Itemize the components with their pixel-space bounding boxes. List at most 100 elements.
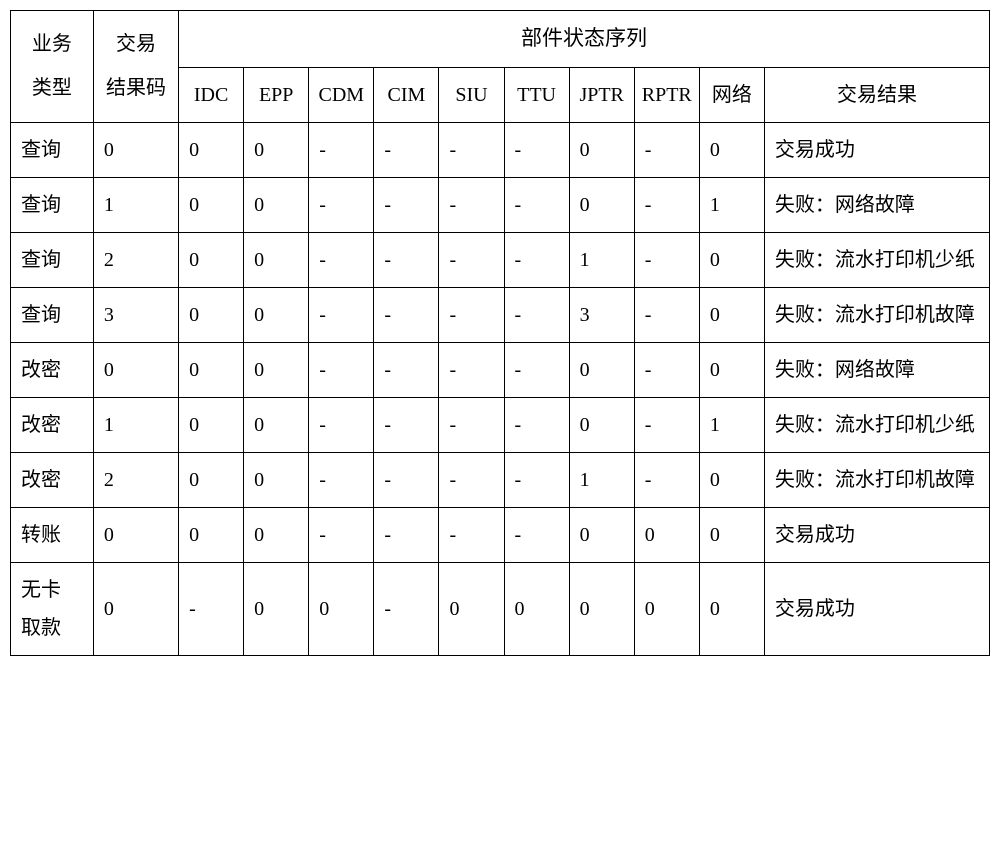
cell-status: 0 (244, 507, 309, 562)
cell-status: 0 (569, 122, 634, 177)
cell-biz-type: 查询 (11, 232, 94, 287)
cell-status: - (504, 177, 569, 232)
col-header-net: 网络 (699, 67, 764, 122)
cell-status: - (374, 562, 439, 655)
col-header-rptr: RPTR (634, 67, 699, 122)
cell-status: 0 (179, 342, 244, 397)
cell-status: - (309, 122, 374, 177)
cell-status: 0 (699, 122, 764, 177)
table-row: 转账000----000交易成功 (11, 507, 990, 562)
cell-status: 0 (309, 562, 374, 655)
cell-status: - (439, 452, 504, 507)
cell-result: 失败：流水打印机少纸 (764, 397, 989, 452)
cell-biz-type: 查询 (11, 122, 94, 177)
cell-status: - (439, 232, 504, 287)
cell-status: - (634, 122, 699, 177)
cell-status: 0 (179, 177, 244, 232)
cell-result-code: 1 (93, 177, 178, 232)
cell-status: 0 (634, 507, 699, 562)
cell-status: 0 (179, 397, 244, 452)
cell-status: 0 (244, 397, 309, 452)
cell-status: 0 (244, 452, 309, 507)
cell-status: - (504, 397, 569, 452)
cell-status: - (439, 122, 504, 177)
cell-status: - (439, 397, 504, 452)
table-row: 查询200----1-0失败：流水打印机少纸 (11, 232, 990, 287)
cell-status: 0 (179, 232, 244, 287)
cell-biz-type: 改密 (11, 397, 94, 452)
cell-status: - (309, 397, 374, 452)
col-header-ttu: TTU (504, 67, 569, 122)
cell-status: 0 (699, 562, 764, 655)
cell-status: 0 (244, 342, 309, 397)
cell-status: - (504, 287, 569, 342)
cell-status: 0 (569, 507, 634, 562)
cell-status: 0 (699, 342, 764, 397)
cell-status: - (504, 507, 569, 562)
table-row: 改密100----0-1失败：流水打印机少纸 (11, 397, 990, 452)
cell-status: - (309, 232, 374, 287)
cell-status: - (374, 452, 439, 507)
cell-biz-type: 查询 (11, 177, 94, 232)
cell-result: 失败：网络故障 (764, 177, 989, 232)
col-header-cdm: CDM (309, 67, 374, 122)
cell-status: 0 (179, 287, 244, 342)
col-header-result-code: 交易结果码 (93, 11, 178, 123)
cell-status: - (504, 452, 569, 507)
cell-biz-type: 查询 (11, 287, 94, 342)
cell-biz-type: 无卡取款 (11, 562, 94, 655)
cell-status: - (179, 562, 244, 655)
cell-status: - (374, 342, 439, 397)
cell-status: 0 (439, 562, 504, 655)
table-body: 查询000----0-0交易成功查询100----0-1失败：网络故障查询200… (11, 122, 990, 655)
cell-status: - (374, 397, 439, 452)
cell-status: 1 (569, 232, 634, 287)
cell-status: 1 (569, 452, 634, 507)
col-header-epp: EPP (244, 67, 309, 122)
col-header-cim: CIM (374, 67, 439, 122)
cell-status: - (634, 452, 699, 507)
cell-status: - (634, 177, 699, 232)
cell-status: - (309, 507, 374, 562)
cell-status: 0 (634, 562, 699, 655)
cell-status: 0 (699, 287, 764, 342)
cell-result: 失败：流水打印机故障 (764, 287, 989, 342)
cell-status: - (439, 342, 504, 397)
cell-result: 失败：流水打印机故障 (764, 452, 989, 507)
cell-status: - (309, 287, 374, 342)
cell-result-code: 1 (93, 397, 178, 452)
table-row: 查询100----0-1失败：网络故障 (11, 177, 990, 232)
cell-status: 0 (244, 287, 309, 342)
cell-result: 交易成功 (764, 122, 989, 177)
status-table: 业务类型 交易结果码 部件状态序列 IDC EPP CDM CIM SIU TT… (10, 10, 990, 656)
cell-result: 失败：网络故障 (764, 342, 989, 397)
table-row: 无卡取款0-00-00000交易成功 (11, 562, 990, 655)
cell-status: - (634, 342, 699, 397)
cell-status: 0 (244, 177, 309, 232)
cell-result-code: 0 (93, 122, 178, 177)
cell-status: 0 (179, 452, 244, 507)
cell-status: 0 (569, 562, 634, 655)
cell-result-code: 0 (93, 507, 178, 562)
cell-result-code: 3 (93, 287, 178, 342)
col-header-group: 部件状态序列 (179, 11, 990, 68)
cell-status: - (309, 342, 374, 397)
cell-status: 0 (699, 452, 764, 507)
cell-status: 0 (504, 562, 569, 655)
cell-status: - (504, 122, 569, 177)
table-row: 查询000----0-0交易成功 (11, 122, 990, 177)
cell-status: - (504, 232, 569, 287)
cell-status: 0 (569, 177, 634, 232)
col-header-result: 交易结果 (764, 67, 989, 122)
col-header-biz-type: 业务类型 (11, 11, 94, 123)
cell-status: 0 (699, 232, 764, 287)
cell-status: 0 (179, 507, 244, 562)
cell-status: 0 (244, 562, 309, 655)
col-header-idc: IDC (179, 67, 244, 122)
table-head: 业务类型 交易结果码 部件状态序列 IDC EPP CDM CIM SIU TT… (11, 11, 990, 123)
cell-status: 0 (244, 122, 309, 177)
cell-result-code: 0 (93, 342, 178, 397)
cell-status: - (634, 287, 699, 342)
cell-result-code: 2 (93, 452, 178, 507)
cell-status: - (439, 287, 504, 342)
